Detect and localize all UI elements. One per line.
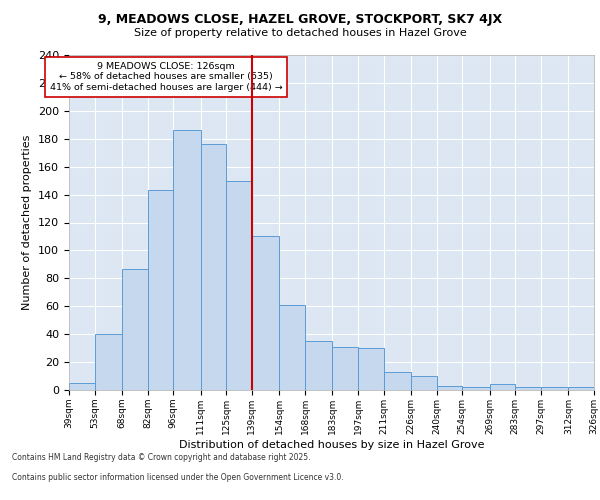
Y-axis label: Number of detached properties: Number of detached properties <box>22 135 32 310</box>
Bar <box>437 386 462 390</box>
Bar <box>201 144 226 390</box>
Text: Contains public sector information licensed under the Open Government Licence v3: Contains public sector information licen… <box>12 474 344 482</box>
Bar <box>148 190 173 390</box>
Bar <box>69 383 95 390</box>
X-axis label: Distribution of detached houses by size in Hazel Grove: Distribution of detached houses by size … <box>179 440 484 450</box>
Bar <box>332 346 358 390</box>
Bar <box>462 387 490 390</box>
Bar <box>358 348 383 390</box>
Bar <box>515 387 541 390</box>
Bar <box>541 387 568 390</box>
Bar <box>95 334 122 390</box>
Text: 9 MEADOWS CLOSE: 126sqm
← 58% of detached houses are smaller (635)
41% of semi-d: 9 MEADOWS CLOSE: 126sqm ← 58% of detache… <box>50 62 283 92</box>
Text: Size of property relative to detached houses in Hazel Grove: Size of property relative to detached ho… <box>134 28 466 38</box>
Bar <box>252 236 280 390</box>
Text: 9, MEADOWS CLOSE, HAZEL GROVE, STOCKPORT, SK7 4JX: 9, MEADOWS CLOSE, HAZEL GROVE, STOCKPORT… <box>98 12 502 26</box>
Bar <box>305 341 332 390</box>
Bar <box>280 305 305 390</box>
Bar <box>490 384 515 390</box>
Bar <box>411 376 437 390</box>
Bar <box>122 268 148 390</box>
Bar <box>383 372 411 390</box>
Bar <box>226 180 252 390</box>
Text: Contains HM Land Registry data © Crown copyright and database right 2025.: Contains HM Land Registry data © Crown c… <box>12 454 311 462</box>
Bar <box>568 387 594 390</box>
Bar <box>173 130 201 390</box>
